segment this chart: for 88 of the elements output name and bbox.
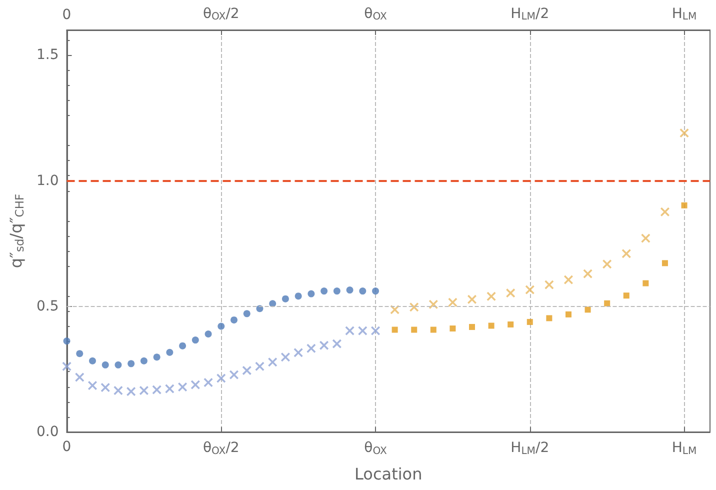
point: [469, 324, 476, 330]
point: [508, 321, 514, 328]
point: [178, 382, 188, 392]
y-axis-title: q″sd/q″CHF: [6, 194, 27, 268]
point: [526, 318, 533, 325]
point: [294, 348, 303, 358]
point: [308, 290, 315, 298]
point: [76, 350, 84, 358]
point: [372, 288, 380, 295]
point: [333, 288, 340, 295]
point: [282, 295, 289, 302]
y-tick-label: 0.5: [36, 298, 59, 314]
point: [242, 366, 252, 375]
point: [346, 286, 354, 294]
point: [680, 128, 689, 138]
point: [230, 370, 239, 380]
point: [204, 378, 213, 388]
point: [152, 385, 162, 394]
point: [450, 325, 456, 332]
point: [641, 234, 650, 243]
point: [448, 298, 458, 307]
point: [243, 310, 250, 318]
point: [75, 372, 84, 382]
point: [114, 361, 122, 368]
y-tick-label: 1.5: [36, 47, 59, 64]
point: [63, 338, 70, 345]
point: [410, 302, 419, 312]
point: [546, 315, 552, 322]
point: [564, 275, 573, 284]
point: [506, 288, 516, 298]
point: [371, 326, 380, 336]
point: [140, 357, 148, 364]
y-tick-label: 0.0: [36, 424, 59, 440]
point: [660, 207, 670, 216]
point: [128, 360, 135, 368]
point: [411, 326, 418, 333]
point: [165, 384, 174, 394]
point: [602, 260, 612, 269]
point: [468, 294, 477, 304]
point: [486, 292, 496, 301]
point: [544, 280, 554, 290]
point: [430, 326, 436, 333]
x-axis-title: Location: [354, 464, 422, 484]
point: [320, 340, 329, 350]
point: [255, 362, 264, 371]
point: [114, 386, 123, 396]
point: [584, 306, 591, 313]
point: [622, 249, 631, 258]
point: [345, 326, 354, 336]
point: [230, 316, 238, 324]
point: [488, 322, 494, 329]
point: [294, 292, 302, 300]
point: [642, 280, 649, 286]
point: [332, 339, 342, 348]
point: [126, 387, 136, 396]
point: [166, 348, 174, 356]
point: [583, 269, 592, 278]
point: [153, 354, 160, 361]
point: [428, 300, 438, 309]
point: [190, 380, 200, 390]
point: [102, 361, 109, 368]
x-tick-label: 0: [62, 439, 72, 455]
category-label: 0: [62, 7, 72, 23]
point: [392, 326, 398, 333]
point: [604, 300, 610, 306]
point: [525, 285, 534, 294]
point: [623, 292, 630, 299]
point: [204, 330, 212, 338]
point: [216, 374, 226, 383]
point: [88, 381, 97, 390]
point: [218, 322, 225, 330]
y-tick-label: 1.0: [36, 172, 59, 189]
point: [358, 326, 368, 336]
point: [268, 358, 278, 367]
point: [89, 357, 96, 364]
point: [269, 300, 276, 308]
point: [306, 344, 316, 353]
point: [62, 362, 72, 371]
point: [359, 288, 366, 295]
point: [192, 336, 199, 344]
point: [565, 311, 572, 318]
point: [280, 352, 290, 362]
point: [681, 202, 688, 208]
point: [139, 386, 148, 396]
point: [320, 288, 328, 295]
point: [662, 260, 668, 266]
point: [100, 383, 110, 392]
point: [179, 342, 186, 350]
